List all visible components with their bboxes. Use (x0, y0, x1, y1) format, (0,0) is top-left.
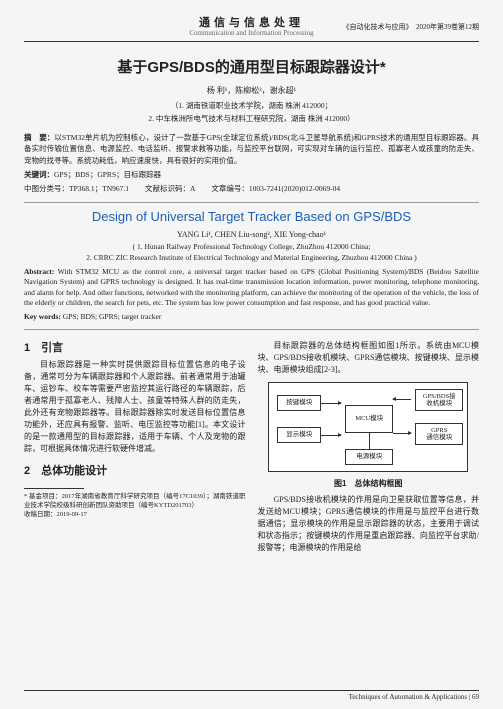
abstract-cn-label: 摘 要： (24, 133, 54, 142)
abstract-en-label: Abstract: (24, 267, 54, 276)
authors-cn: 杨 利¹，陈柳松²，谢永超¹ (24, 85, 479, 96)
page-header: 通信与信息处理 Communication and Information Pr… (24, 14, 479, 39)
arrow-icon (393, 399, 411, 400)
section-1-heading: 1 引言 (24, 340, 246, 357)
clc-number: 中图分类号：TP368.1；TN967.1 (24, 183, 129, 194)
affil-cn-1: （1. 湖南铁道职业技术学院，湖南 株洲 412000； (24, 100, 479, 111)
page-footer: Techniques of Automation & Applications … (24, 690, 479, 701)
box-display: 显示模块 (277, 427, 321, 443)
keywords-cn-text: GPS；BDS；GPRS；目标跟踪器 (54, 170, 161, 179)
body-columns: 1 引言 目标跟踪器是一种实时提供跟踪目标位置信息的电子设备，通常可分为车辆跟踪… (24, 340, 479, 554)
abstract-cn-text: 以STM32单片机为控制核心，设计了一款基于GPS(全球定位系统)/BDS(北斗… (24, 133, 479, 165)
col2-para-2: GPS/BDS接收机模块的作用是向卫星获取位置等信息，并发送给MCU模块；GPR… (258, 494, 480, 554)
doc-code: 文献标识码：A (145, 183, 195, 194)
date-footnote: 收稿日期：2019-09-17 (24, 510, 246, 519)
separator-rule (24, 202, 479, 203)
arrow-icon (321, 435, 341, 436)
issue-info: 2020年第39卷第12期 (416, 23, 479, 31)
section-title-cn: 通信与信息处理 (189, 14, 313, 30)
col2-para-1: 目标跟踪器的总体结构框图如图1所示。系统由MCU模块、GPS/BDS接收机模块、… (258, 340, 480, 376)
affil-en-2: 2. CRRC ZIC Research Institute of Electr… (24, 253, 479, 262)
figure-1-diagram: 按键模块 显示模块 MCU模块 GPS/BDS接 收机模块 GPRS 通信模块 … (268, 382, 468, 472)
affil-cn-2: 2. 中车株洲所电气技术与材料工程研究院，湖南 株洲 412000） (24, 113, 479, 124)
keywords-cn-label: 关键词： (24, 170, 54, 179)
body-separator (24, 329, 479, 330)
box-gps: GPS/BDS接 收机模块 (415, 389, 463, 411)
section-title-en: Communication and Information Processing (189, 29, 313, 37)
section-2-heading: 2 总体功能设计 (24, 463, 246, 480)
box-power: 电源模块 (345, 449, 393, 465)
arrow-icon (393, 433, 411, 434)
title-en: Design of Universal Target Tracker Based… (24, 209, 479, 224)
left-column: 1 引言 目标跟踪器是一种实时提供跟踪目标位置信息的电子设备，通常可分为车辆跟踪… (24, 340, 246, 554)
classification-row: 中图分类号：TP368.1；TN967.1 文献标识码：A 文章编号：1003-… (24, 183, 479, 194)
article-no: 文章编号：1003-7241(2020)012-0069-04 (211, 183, 340, 194)
fund-footnote: * 基金项目：2017年湖南省教育厅科学研究项目（编号17C1039）；湖南铁道… (24, 492, 246, 510)
footnote-rule (24, 488, 84, 489)
right-column: 目标跟踪器的总体结构框图如图1所示。系统由MCU模块、GPS/BDS接收机模块、… (258, 340, 480, 554)
arrow-icon (369, 433, 370, 449)
abstract-en-text: With STM32 MCU as the control core, a un… (24, 267, 479, 308)
keywords-en: Key words: GPS; BDS; GPRS; target tracke… (24, 312, 479, 321)
header-meta: 《自动化技术与应用》 2020年第39卷第12期 (329, 22, 479, 32)
header-rule (24, 41, 479, 42)
section-1-para: 目标跟踪器是一种实时提供跟踪目标位置信息的电子设备，通常可分为车辆跟踪器和个人跟… (24, 359, 246, 455)
journal-name: 《自动化技术与应用》 (342, 23, 409, 31)
keywords-en-text: GPS; BDS; GPRS; target tracker (61, 312, 162, 321)
keywords-en-label: Key words: (24, 312, 61, 321)
box-keypad: 按键模块 (277, 395, 321, 411)
figure-1-caption: 图1 总体结构框图 (258, 478, 480, 490)
arrow-icon (321, 403, 341, 404)
authors-en: YANG Li¹, CHEN Liu-song², XIE Yong-chao¹ (24, 230, 479, 239)
box-mcu: MCU模块 (345, 405, 393, 433)
abstract-cn: 摘 要：以STM32单片机为控制核心，设计了一款基于GPS(全球定位系统)/BD… (24, 132, 479, 166)
abstract-en: Abstract: With STM32 MCU as the control … (24, 267, 479, 309)
affil-en-1: ( 1. Hunan Railway Professional Technolo… (24, 242, 479, 251)
title-cn: 基于GPS/BDS的通用型目标跟踪器设计* (24, 56, 479, 77)
box-gprs: GPRS 通信模块 (415, 423, 463, 445)
keywords-cn: 关键词：GPS；BDS；GPRS；目标跟踪器 (24, 169, 479, 180)
